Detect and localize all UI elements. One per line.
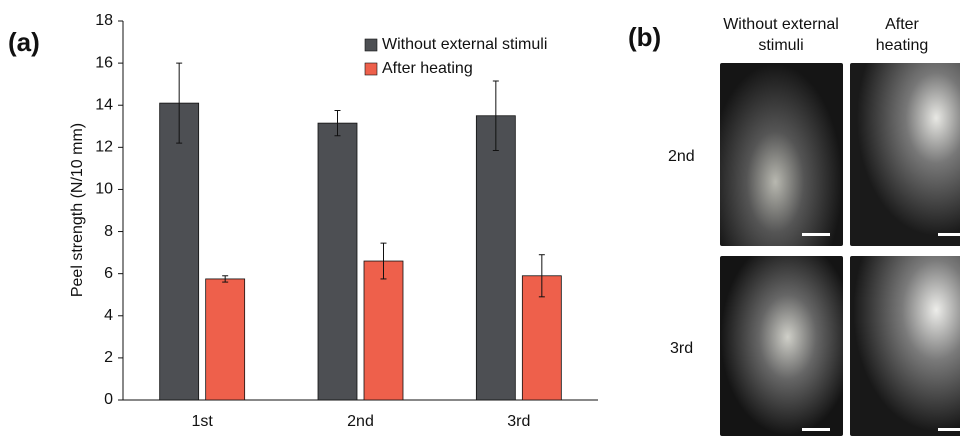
x-tick-label: 2nd: [347, 413, 374, 430]
row-label: 3rd: [670, 340, 694, 357]
bar: [205, 278, 246, 401]
y-tick-label: 18: [95, 12, 113, 29]
error-bar: [334, 109, 341, 137]
photo: [850, 256, 960, 436]
y-tick-label: 0: [104, 391, 113, 408]
panel-label: (a): [8, 27, 40, 57]
y-tick-label: 12: [95, 139, 113, 156]
legend-swatch: [364, 38, 378, 52]
x-tick-label: 1st: [191, 413, 213, 430]
y-tick-label: 16: [95, 54, 113, 71]
photo: [850, 63, 960, 246]
bar: [363, 260, 404, 401]
y-tick-label: 4: [104, 307, 113, 324]
chart: (a) Peel strength (N/10 mm) 0 2 4 6 8 10 12 14 1…: [8, 12, 598, 430]
legend-label: Without external stimuli: [382, 36, 547, 53]
panel-label: (b): [628, 22, 662, 52]
error-bar: [222, 275, 229, 283]
error-bar: [538, 254, 545, 298]
bar: [317, 122, 358, 401]
y-tick-label: 2: [104, 349, 113, 366]
x-tick-label: 3rd: [507, 413, 530, 430]
column-header: Without external stimuli: [723, 16, 839, 54]
y-axis-label: Peel strength (N/10 mm): [69, 123, 86, 297]
photo: [720, 256, 843, 436]
error-bar: [380, 242, 387, 280]
legend-swatch: [364, 62, 378, 76]
error-bar: [176, 62, 183, 144]
row-label: 2nd: [668, 148, 695, 165]
column-header: After heating: [875, 16, 929, 54]
y-tick-label: 6: [104, 265, 113, 282]
error-bar: [492, 80, 499, 151]
y-tick-label: 10: [95, 181, 113, 198]
y-tick-label: 8: [104, 223, 113, 240]
bar: [475, 115, 516, 401]
legend-label: After heating: [382, 60, 473, 77]
y-tick-label: 14: [95, 96, 113, 113]
bar: [159, 102, 200, 401]
photo: [720, 63, 843, 246]
